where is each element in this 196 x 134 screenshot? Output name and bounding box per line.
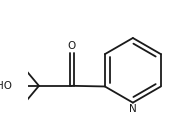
Text: N: N [129, 104, 137, 114]
Text: HO: HO [0, 81, 12, 91]
Text: O: O [68, 41, 76, 51]
